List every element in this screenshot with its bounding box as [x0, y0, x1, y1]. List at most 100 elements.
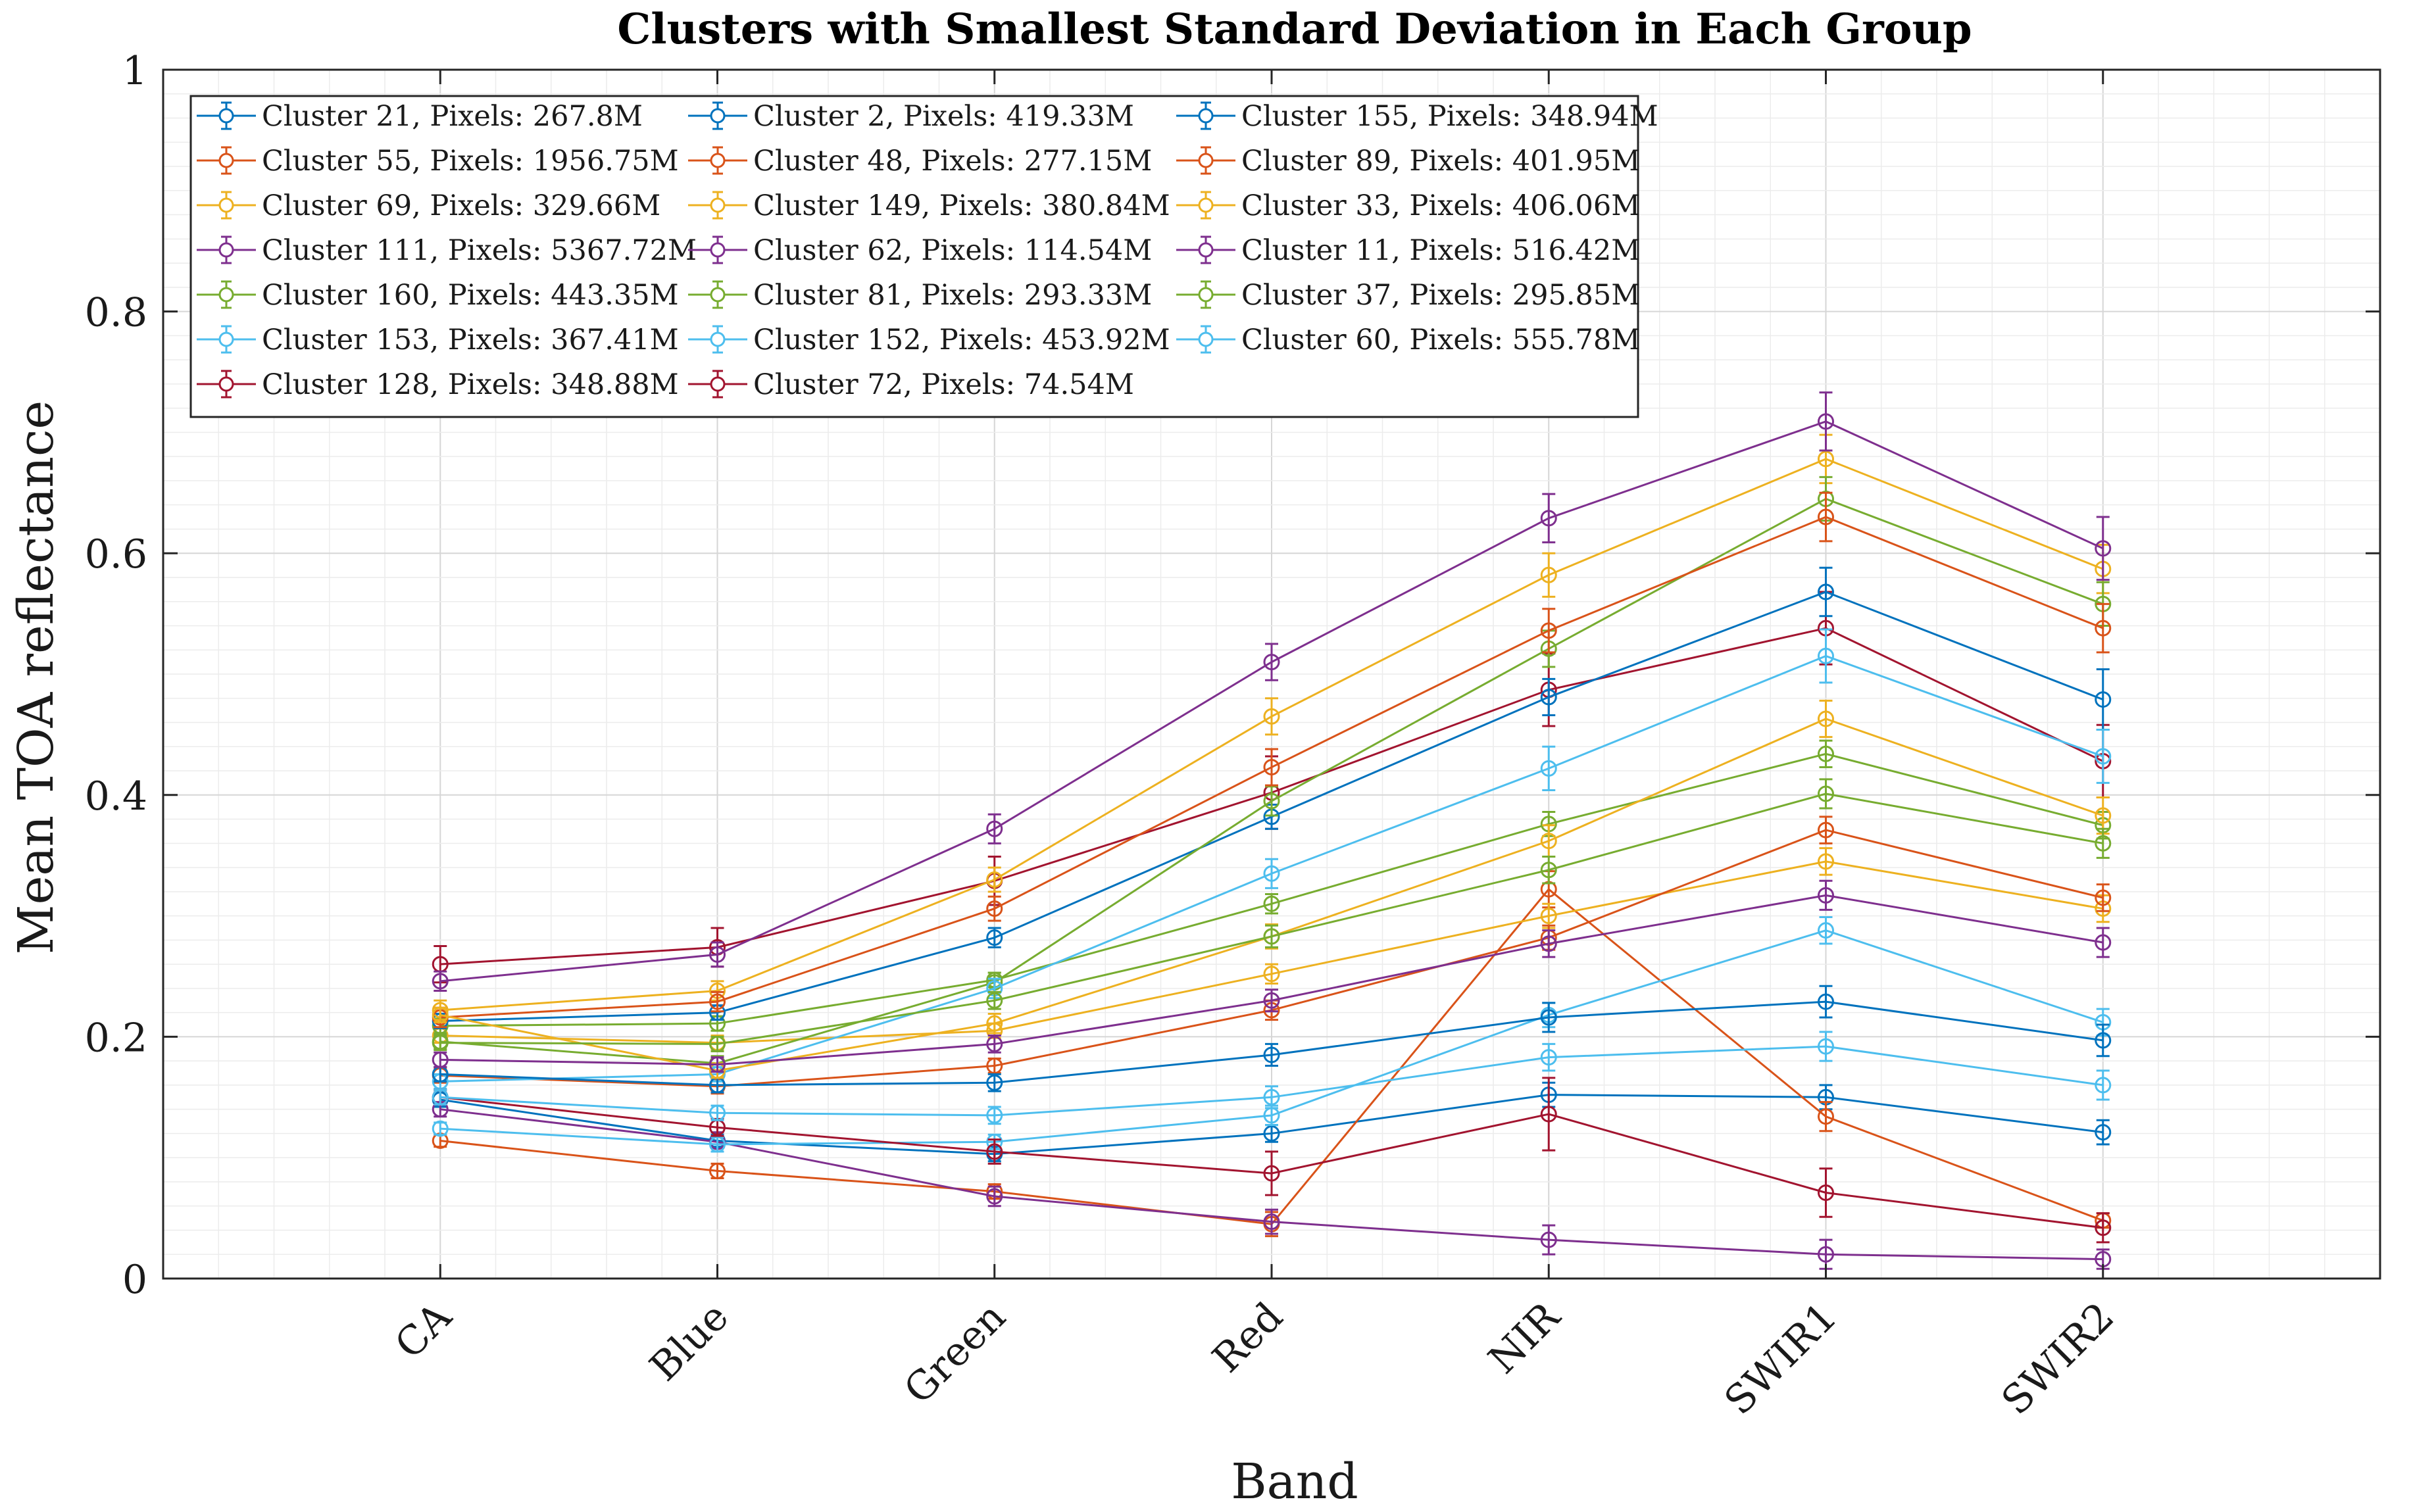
legend-label: Cluster 69, Pixels: 329.66M — [262, 189, 660, 222]
data-point — [2095, 807, 2112, 824]
legend-label: Cluster 55, Pixels: 1956.75M — [262, 145, 679, 178]
data-point — [1818, 1246, 1834, 1263]
legend-marker-sample — [218, 153, 234, 168]
y-tick-label: 0.8 — [85, 290, 147, 336]
legend-entry: Cluster 152, Pixels: 453.92M — [688, 324, 1170, 356]
data-point — [2095, 1124, 2112, 1141]
data-point — [1818, 413, 1834, 430]
legend-label: Cluster 160, Pixels: 443.35M — [262, 279, 679, 312]
data-point — [1263, 965, 1280, 983]
legend-entry: Cluster 11, Pixels: 516.42M — [1176, 234, 1640, 267]
chart-title: Clusters with Smallest Standard Deviatio… — [617, 5, 1972, 54]
y-axis-ticks: 0 0.2 0.4 0.6 0.8 1 — [85, 48, 2380, 1303]
data-point — [1818, 1184, 1834, 1202]
data-point — [1818, 451, 1834, 468]
data-point — [1818, 922, 1834, 939]
data-point — [709, 1136, 726, 1153]
legend-marker-sample — [710, 376, 726, 392]
legend-label: Cluster 11, Pixels: 516.42M — [1241, 234, 1640, 267]
data-point — [709, 1035, 726, 1052]
data-point — [986, 1015, 1003, 1032]
data-point — [709, 1162, 726, 1179]
legend-label: Cluster 111, Pixels: 5367.72M — [262, 234, 697, 267]
data-point — [986, 992, 1003, 1009]
y-tick-label: 0.4 — [85, 773, 147, 819]
legend-label: Cluster 153, Pixels: 367.41M — [262, 324, 679, 356]
legend-entry: Cluster 111, Pixels: 5367.72M — [197, 234, 697, 267]
data-point — [2095, 1077, 2112, 1094]
legend: Cluster 21, Pixels: 267.8M Cluster 55, Pi… — [189, 95, 1658, 418]
data-point — [2095, 691, 2112, 708]
data-point — [986, 900, 1003, 917]
data-point — [2095, 835, 2112, 852]
data-point — [1540, 935, 1557, 952]
legend-marker-sample — [218, 287, 234, 303]
data-point — [709, 1104, 726, 1121]
data-point — [1818, 745, 1834, 762]
data-point — [986, 820, 1003, 837]
legend-label: Cluster 62, Pixels: 114.54M — [753, 234, 1152, 267]
data-point — [986, 1143, 1003, 1160]
data-point — [986, 871, 1003, 888]
data-point — [1540, 908, 1557, 925]
data-point — [1540, 622, 1557, 639]
legend-box — [189, 95, 1639, 418]
legend-marker-sample — [218, 242, 234, 258]
data-point — [1540, 510, 1557, 527]
legend-label: Cluster 60, Pixels: 555.78M — [1241, 324, 1640, 356]
legend-label: Cluster 152, Pixels: 453.92M — [753, 324, 1170, 356]
data-point — [1818, 710, 1834, 727]
data-point — [2095, 1032, 2112, 1049]
series-19 — [432, 1031, 2112, 1125]
legend-entry: Cluster 81, Pixels: 293.33M — [688, 279, 1152, 312]
legend-entry: Cluster 60, Pixels: 555.78M — [1176, 324, 1640, 356]
legend-entry: Cluster 69, Pixels: 329.66M — [197, 189, 660, 222]
legend-marker-sample — [1198, 242, 1214, 258]
legend-marker-sample — [1198, 197, 1214, 213]
data-point — [1263, 1213, 1280, 1231]
legend-entry: Cluster 149, Pixels: 380.84M — [688, 189, 1170, 222]
data-point — [2095, 934, 2112, 951]
legend-entry: Cluster 128, Pixels: 348.88M — [197, 368, 679, 401]
data-point — [1818, 647, 1834, 664]
data-point — [986, 1188, 1003, 1205]
data-point — [1263, 654, 1280, 671]
data-point — [1263, 992, 1280, 1009]
legend-marker-sample — [1198, 108, 1214, 124]
data-point — [1540, 689, 1557, 706]
legend-marker-sample — [218, 197, 234, 213]
data-point — [1540, 1231, 1557, 1248]
legend-label: Cluster 72, Pixels: 74.54M — [753, 368, 1134, 401]
data-point — [432, 1088, 449, 1106]
data-point — [432, 1051, 449, 1068]
legend-label: Cluster 128, Pixels: 348.88M — [262, 368, 679, 401]
data-point — [1263, 928, 1280, 945]
data-point — [1263, 1088, 1280, 1106]
data-point — [2095, 1219, 2112, 1236]
series-9 — [432, 433, 2112, 1021]
data-point — [1263, 865, 1280, 882]
data-point — [1818, 853, 1834, 870]
data-point — [1540, 566, 1557, 583]
legend-entry: Cluster 89, Pixels: 401.95M — [1176, 145, 1640, 178]
legend-marker-sample — [710, 108, 726, 124]
legend-entry: Cluster 72, Pixels: 74.54M — [688, 368, 1134, 401]
legend-marker-sample — [1198, 331, 1214, 347]
data-point — [432, 1006, 449, 1023]
data-point — [1540, 862, 1557, 879]
data-point — [1818, 887, 1834, 904]
legend-label: Cluster 37, Pixels: 295.85M — [1241, 279, 1640, 312]
data-point — [1263, 793, 1280, 810]
data-point — [1818, 1038, 1834, 1055]
legend-entry: Cluster 48, Pixels: 277.15M — [688, 145, 1152, 178]
data-point — [1263, 708, 1280, 725]
legend-label: Cluster 155, Pixels: 348.94M — [1241, 100, 1658, 133]
series-lines — [432, 391, 2112, 1270]
legend-marker-sample — [710, 197, 726, 213]
data-point — [2095, 748, 2112, 765]
data-point — [986, 929, 1003, 946]
legend-label: Cluster 21, Pixels: 267.8M — [262, 100, 643, 133]
data-point — [709, 993, 726, 1010]
data-point — [986, 1074, 1003, 1091]
data-point — [986, 1058, 1003, 1075]
